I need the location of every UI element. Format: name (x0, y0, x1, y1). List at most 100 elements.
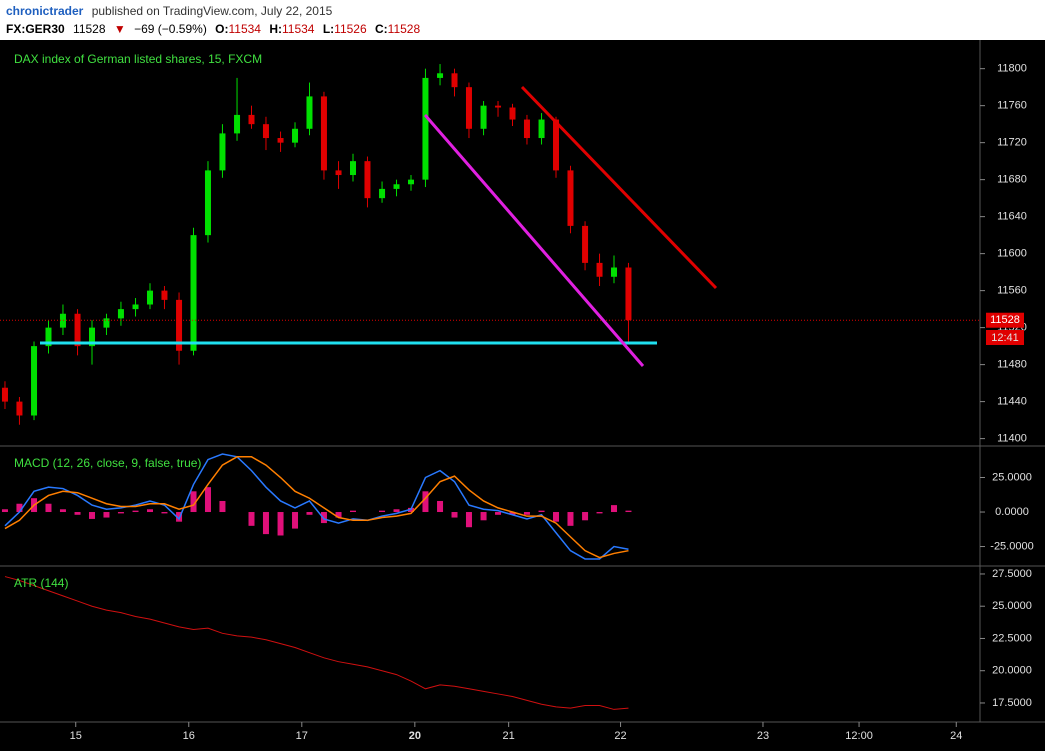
pane-title: MACD (12, 26, close, 9, false, true) (14, 456, 201, 470)
x-tick-label: 21 (503, 730, 515, 742)
candle-body (480, 105, 487, 129)
histogram-bar (538, 510, 545, 513)
candle-body (45, 327, 52, 347)
ohlc-label: C: (375, 22, 388, 36)
candle-body (117, 309, 124, 319)
histogram-bar (610, 505, 617, 513)
histogram-bar (103, 512, 110, 518)
y-tick-label: 11640 (997, 211, 1027, 223)
histogram-bar (509, 512, 516, 515)
histogram-bar (320, 512, 327, 524)
histogram-bar (306, 512, 313, 515)
candle-body (74, 313, 81, 347)
channel-line[interactable] (520, 85, 718, 290)
histogram-bar (422, 491, 429, 513)
candle-body (596, 262, 603, 277)
candle-body (582, 225, 589, 263)
candle-body (379, 188, 386, 199)
histogram-bar (350, 510, 357, 513)
candle-body (31, 346, 38, 416)
histogram-bar (567, 512, 574, 526)
ohlc-value: 11534 (282, 22, 315, 36)
candle-body (103, 318, 110, 328)
ohlc-value: 11526 (334, 22, 367, 36)
ohlc-value: 11528 (388, 22, 421, 36)
candle-body (553, 119, 560, 171)
x-tick-label: 17 (296, 730, 308, 742)
arrow: ▼ (114, 22, 126, 36)
candle-body (306, 96, 313, 129)
x-tick-label: 20 (409, 730, 421, 742)
ohlc-label: L: (323, 22, 334, 36)
quote-line: FX:GER30 11528 ▼ −69 (−0.59%) O:11534 H:… (6, 22, 420, 36)
histogram-bar (146, 509, 153, 513)
countdown: 12:41 (991, 332, 1019, 344)
candle-body (538, 119, 545, 139)
user[interactable]: chronictrader (6, 4, 84, 18)
candle-body (146, 290, 153, 305)
y-tick-label: 11600 (997, 248, 1027, 260)
candle-body (350, 161, 357, 176)
countdown-box (986, 330, 1024, 345)
y-tick-label: 22.5000 (992, 632, 1032, 644)
y-tick-label: 11680 (997, 174, 1027, 186)
candle-body (262, 124, 269, 139)
candle-body (610, 267, 617, 277)
change: −69 (−0.59%) (134, 22, 207, 36)
y-tick-label: 27.5000 (992, 568, 1032, 580)
histogram-bar (176, 512, 183, 522)
trend-line[interactable] (423, 114, 645, 367)
y-tick-label: 11400 (997, 433, 1027, 445)
histogram-bar (16, 503, 23, 513)
histogram-bar (132, 510, 139, 513)
histogram-bar (190, 491, 197, 513)
histogram-bar (219, 500, 226, 513)
y-tick-label: 11800 (997, 63, 1027, 75)
histogram-bar (465, 512, 472, 528)
x-tick-label: 15 (70, 730, 82, 742)
atr-line (4, 576, 629, 710)
candle-body (89, 327, 96, 347)
candle-body (335, 170, 342, 176)
y-tick-label: 17.5000 (992, 697, 1032, 709)
histogram-bar (1, 509, 8, 513)
histogram-bar (248, 512, 255, 526)
candle-body (422, 77, 429, 180)
candle-body (16, 401, 23, 416)
histogram-bar (292, 512, 299, 529)
publish-line: chronictrader published on TradingView.c… (6, 4, 333, 18)
candle-body (248, 114, 255, 125)
x-tick-label: 24 (950, 730, 962, 742)
histogram-bar (393, 509, 400, 513)
candle-body (1, 387, 8, 402)
histogram-bar (74, 512, 81, 515)
candle-body (465, 87, 472, 129)
candle-body (320, 96, 327, 171)
candle-body (437, 73, 444, 78)
y-tick-label: 25.0000 (992, 600, 1032, 612)
histogram-bar (451, 512, 458, 518)
candle-body (161, 290, 168, 300)
candle-body (509, 107, 516, 120)
candle-body (364, 161, 371, 199)
histogram-bar (89, 512, 96, 519)
pane-title: ATR (144) (14, 576, 68, 590)
last-price-label: 11528 (990, 314, 1020, 326)
symbol: FX:GER30 (6, 22, 65, 36)
histogram-bar (480, 512, 487, 521)
histogram-bar (495, 512, 502, 515)
candle-body (132, 304, 139, 310)
histogram-bar (437, 500, 444, 513)
histogram-bar (596, 512, 603, 514)
candle-body (277, 138, 284, 143)
y-tick-label: 25.0000 (992, 471, 1032, 483)
x-tick-label: 22 (614, 730, 626, 742)
y-tick-label: -25.0000 (990, 540, 1033, 552)
histogram-bar (379, 510, 386, 513)
histogram-bar (335, 512, 342, 518)
candle-body (234, 114, 241, 134)
candle-body (523, 119, 530, 139)
candle-body (59, 313, 66, 328)
